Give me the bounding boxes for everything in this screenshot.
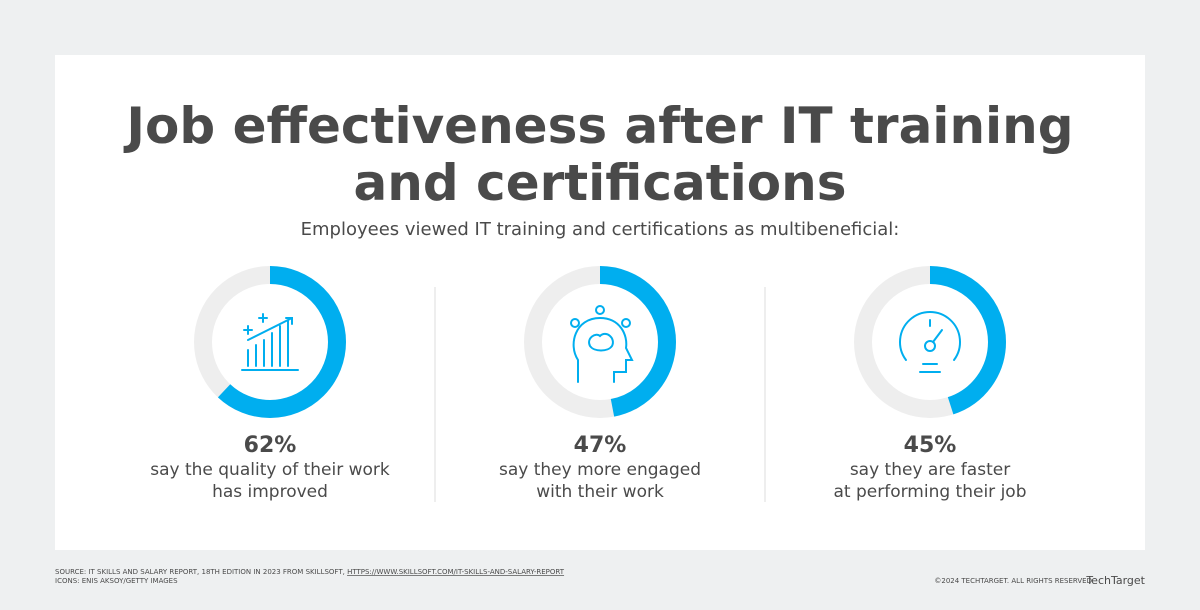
donut-arc xyxy=(854,266,1006,418)
icon-growth xyxy=(241,313,299,371)
title: Job effectiveness after IT training xyxy=(123,97,1073,155)
title: and certifications xyxy=(354,154,847,212)
donut-arc xyxy=(524,266,676,418)
caption: say they are faster xyxy=(850,460,1010,480)
caption: say they more engaged xyxy=(499,460,701,480)
icon-mind xyxy=(570,305,634,383)
source: SOURCE: IT SKILLS AND SALARY REPORT, 18T… xyxy=(55,568,565,576)
source-text: SOURCE: IT SKILLS AND SALARY REPORT, 18T… xyxy=(55,568,345,576)
caption: has improved xyxy=(212,482,328,502)
copyright: ©2024 TECHTARGET. ALL RIGHTS RESERVED xyxy=(934,577,1092,585)
source-url[interactable]: HTTPS://WWW.SKILLSOFT.COM/IT-SKILLS-AND-… xyxy=(347,568,565,576)
caption: with their work xyxy=(536,482,664,502)
icons-credit: ICONS: ENIS AKSOY/GETTY IMAGES xyxy=(55,577,178,585)
caption: at performing their job xyxy=(834,482,1027,502)
brand: TechTarget xyxy=(1085,574,1145,587)
caption: say the quality of their work xyxy=(150,460,390,480)
card xyxy=(55,55,1145,550)
value-label: 62% xyxy=(244,433,297,458)
value-label: 45% xyxy=(904,433,957,458)
icon-gauge xyxy=(899,311,961,373)
subtitle: Employees viewed IT training and certifi… xyxy=(301,219,900,240)
donut-arc xyxy=(194,266,346,418)
value-label: 47% xyxy=(574,433,627,458)
